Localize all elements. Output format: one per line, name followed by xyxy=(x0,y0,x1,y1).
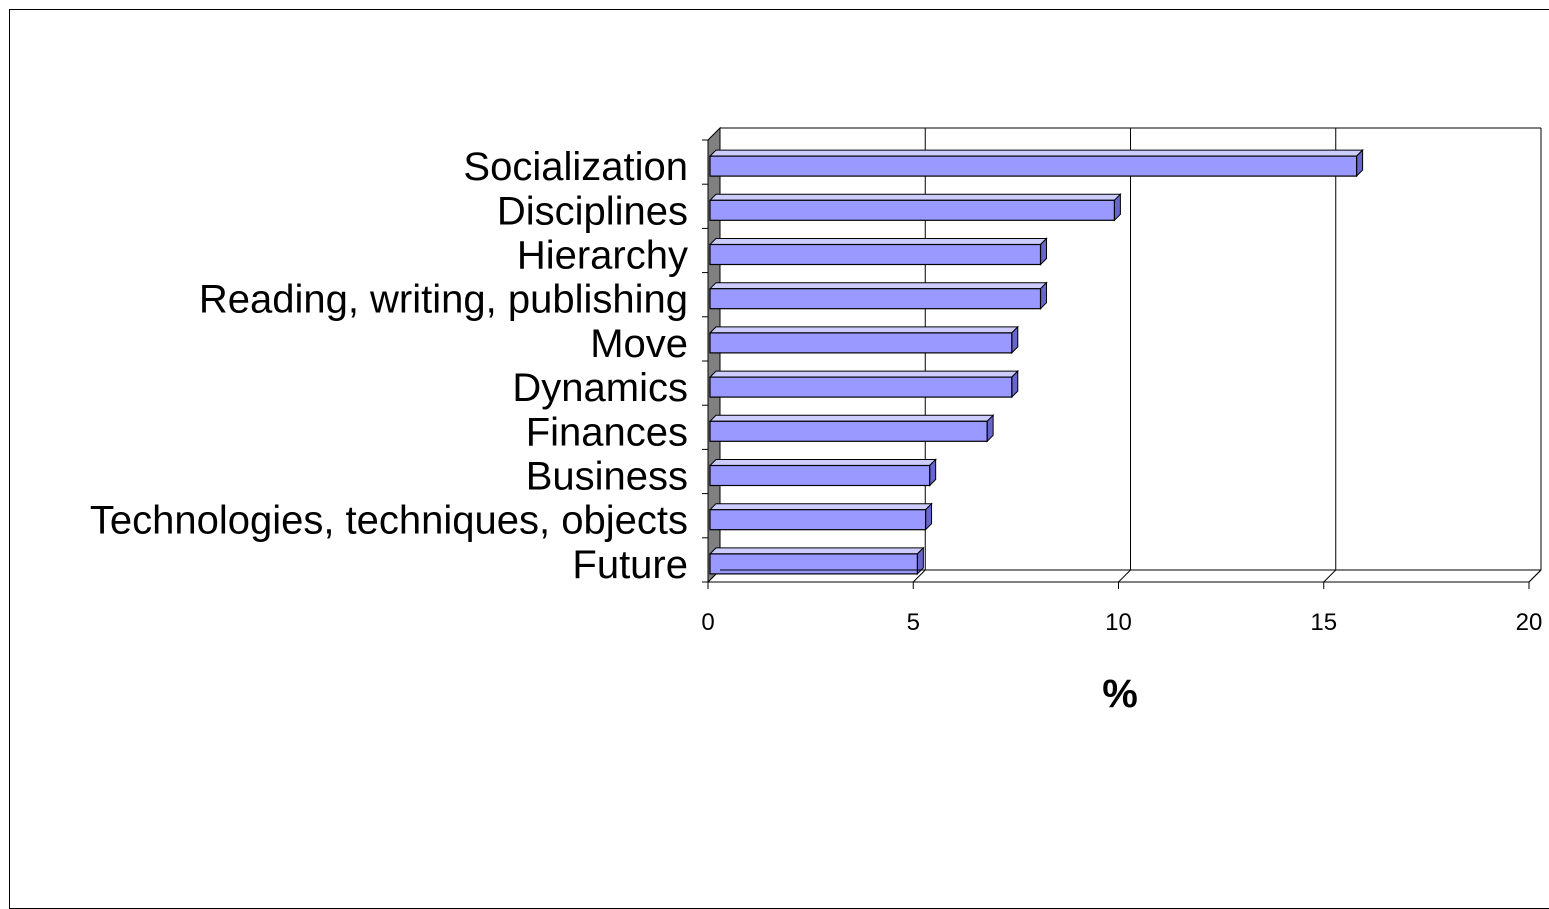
bar-top-face xyxy=(708,547,925,555)
bar xyxy=(708,193,1122,222)
x-tick-label: 20 xyxy=(1516,609,1543,636)
bar-top-face xyxy=(708,149,1364,157)
bar-front-face xyxy=(709,420,988,442)
category-label: Hierarchy xyxy=(517,234,688,278)
bar-front-face xyxy=(709,553,918,575)
bar xyxy=(708,325,1019,355)
bar-front-face xyxy=(709,199,1115,221)
bar xyxy=(708,148,1364,178)
x-tick-label: 0 xyxy=(701,609,714,636)
bar xyxy=(708,237,1048,266)
category-label: Move xyxy=(590,322,688,366)
category-label: Future xyxy=(572,543,688,587)
bar-top-face xyxy=(708,282,1048,290)
floor-right-edge xyxy=(1528,569,1542,583)
bar xyxy=(708,281,1048,310)
bar-top-face xyxy=(708,193,1122,201)
floor-gridline xyxy=(1323,569,1337,583)
bar-top-face xyxy=(708,238,1048,245)
category-label: Finances xyxy=(526,410,688,454)
bar xyxy=(708,414,995,443)
bar-front-face xyxy=(709,155,1358,177)
category-label: Business xyxy=(526,455,688,499)
category-labels: SocializationDisciplinesHierarchyReading… xyxy=(90,145,688,587)
bar xyxy=(708,502,933,531)
bar-front-face xyxy=(709,243,1042,266)
floor-gridline xyxy=(1118,569,1131,583)
category-label: Reading, writing, publishing xyxy=(199,278,688,322)
category-label: Technologies, techniques, objects xyxy=(90,499,688,543)
category-label: Disciplines xyxy=(497,189,688,233)
bar-top-face xyxy=(708,370,1019,378)
bar xyxy=(708,369,1019,399)
bar-top-face xyxy=(708,459,937,466)
bar-front-face xyxy=(709,509,927,531)
x-tick-label: 15 xyxy=(1310,609,1337,636)
category-label: Dynamics xyxy=(512,366,688,410)
floor-gridline xyxy=(912,569,926,583)
bar-front-face xyxy=(709,332,1013,354)
x-tick-label: 10 xyxy=(1105,609,1132,636)
axes xyxy=(702,139,1542,589)
x-tick-labels: 0 5 10 15 20 xyxy=(701,609,1542,636)
bar xyxy=(708,546,925,576)
bar-top-face xyxy=(708,326,1019,334)
category-label: Socialization xyxy=(463,145,688,189)
bar-top-face xyxy=(708,414,995,422)
bar-top-face xyxy=(708,503,933,511)
bar xyxy=(708,458,937,487)
x-axis-title: % xyxy=(1102,672,1138,716)
bar-front-face xyxy=(709,288,1042,310)
x-tick-label: 5 xyxy=(907,609,920,636)
bars xyxy=(708,148,1364,576)
bar-front-face xyxy=(709,376,1013,398)
bar-front-face xyxy=(709,464,931,487)
